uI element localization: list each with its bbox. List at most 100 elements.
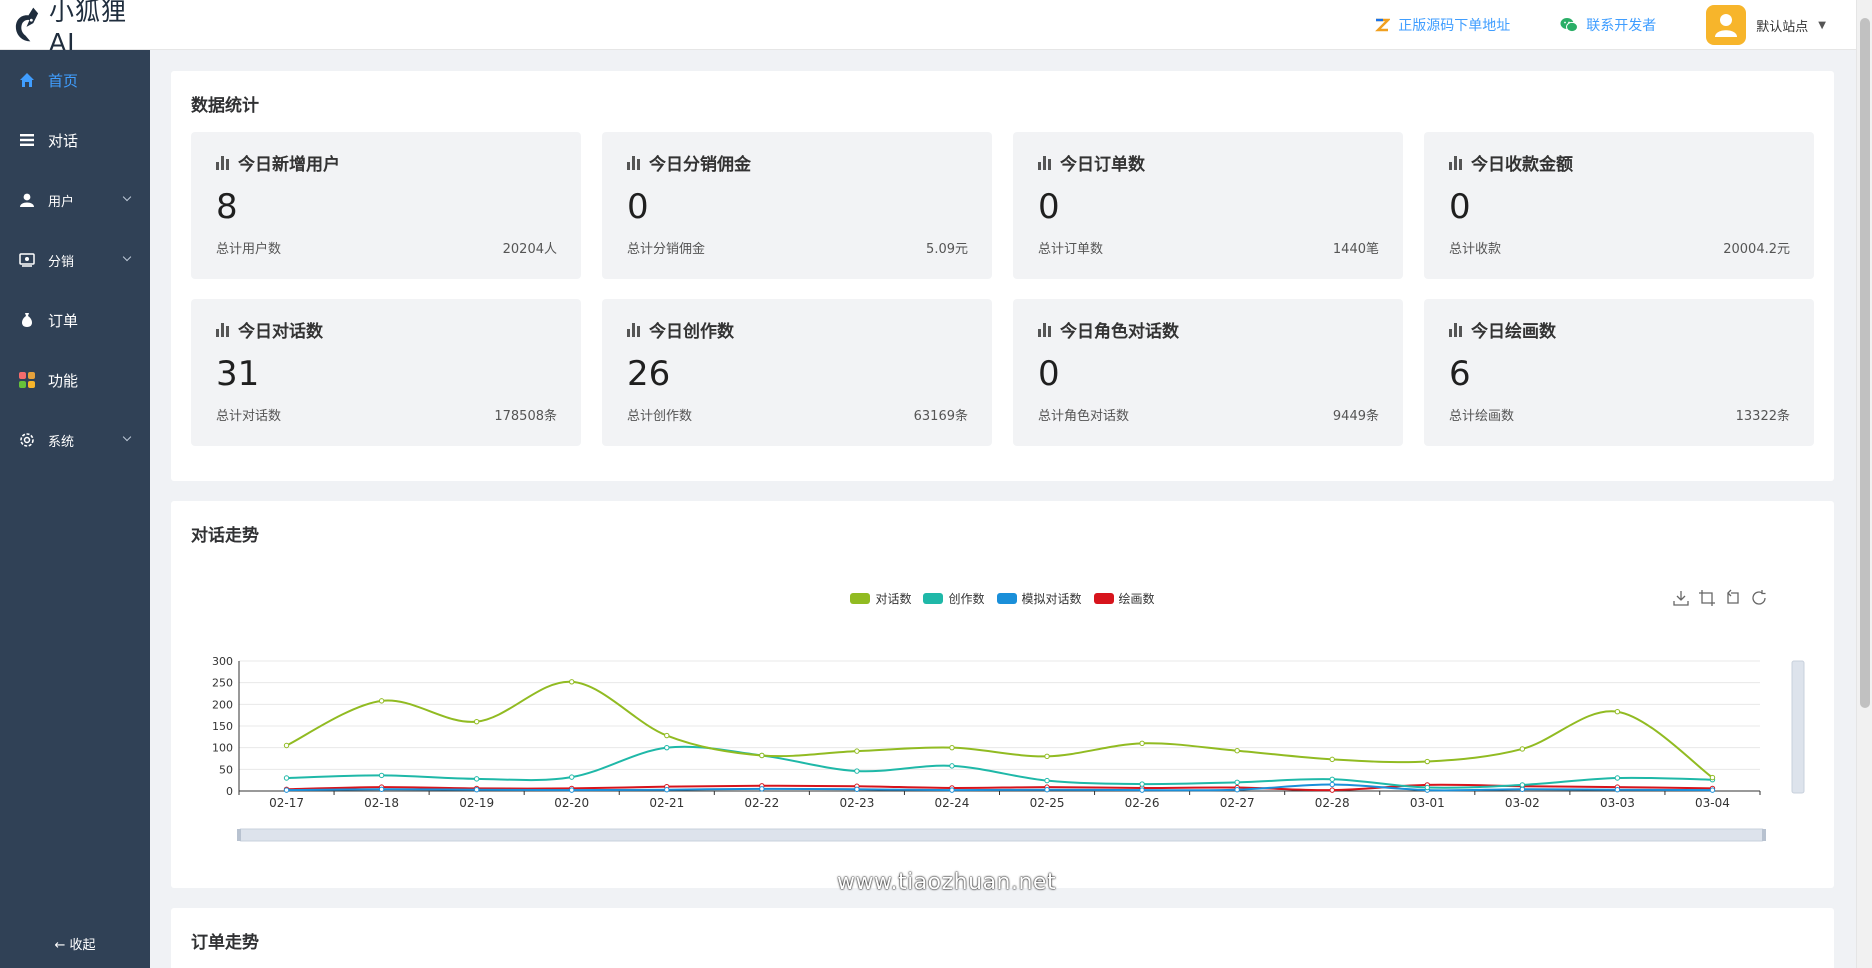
bar-chart-icon: [627, 155, 641, 170]
stat-value: 26: [627, 354, 671, 394]
stat-foot-label: 总计订单数: [1038, 242, 1104, 257]
data-point: [473, 718, 480, 725]
legend-item[interactable]: 绘画数: [1093, 590, 1155, 607]
sidebar-item-system[interactable]: 系统: [0, 410, 150, 470]
contact-developer-link[interactable]: 联系开发者: [1560, 15, 1656, 35]
buy-source-link[interactable]: 正版源码下单地址: [1374, 15, 1510, 35]
legend-swatch: [923, 593, 944, 604]
bar-chart-icon: [627, 322, 641, 337]
data-point: [664, 744, 670, 751]
stat-foot-label: 总计用户数: [216, 242, 282, 257]
stat-foot-label: 总计角色对话数: [1038, 409, 1130, 424]
x-tick-label: 03-01: [1410, 796, 1445, 810]
x-tick-label: 02-23: [839, 796, 874, 810]
legend-item[interactable]: 模拟对话数: [996, 590, 1082, 607]
stats-card: 数据统计 今日新增用户 8 总计用户数 20204人 今日分销佣金 0 总计分销佣…: [171, 71, 1834, 481]
collapse-sidebar-button[interactable]: ← 收起: [0, 928, 150, 958]
data-point: [1614, 775, 1621, 781]
stat-foot-value: 20204人: [502, 242, 557, 257]
x-tick-label: 02-27: [1220, 796, 1255, 810]
refresh-icon[interactable]: [1750, 589, 1768, 607]
scrollbar-thumb[interactable]: [1860, 18, 1870, 708]
data-point: [1329, 776, 1335, 782]
y-tick-label: 200: [212, 698, 233, 711]
x-tick-label: 02-28: [1315, 796, 1350, 810]
legend-swatch: [996, 593, 1017, 604]
stat-title: 今日对话数: [238, 322, 323, 342]
datazoom-handle-left: [237, 829, 241, 841]
data-point: [664, 732, 670, 739]
bar-chart-icon: [216, 155, 230, 170]
zoom-reset-icon[interactable]: [1724, 589, 1742, 607]
datazoom-vertical-slider: [1791, 660, 1805, 794]
sidebar-item-orders[interactable]: 订单: [0, 290, 150, 350]
legend-label: 创作数: [948, 592, 985, 606]
site-user-dropdown[interactable]: 默认站点 ▼: [1706, 5, 1826, 45]
y-tick-label: 250: [212, 677, 233, 690]
data-point: [759, 752, 765, 759]
legend-item[interactable]: 创作数: [923, 590, 985, 607]
x-tick-label: 03-03: [1600, 796, 1635, 810]
sidebar-item-users[interactable]: 用户: [0, 170, 150, 230]
chevron-down-icon: [122, 432, 132, 442]
chevron-down-icon: [122, 252, 132, 262]
stat-foot-label: 总计收款: [1449, 242, 1502, 257]
stat-value: 31: [216, 354, 260, 394]
data-point: [759, 786, 765, 792]
legend-label: 模拟对话数: [1021, 592, 1082, 606]
stat-value: 8: [216, 187, 238, 227]
sidebar-item-features[interactable]: 功能: [0, 350, 150, 410]
download-icon[interactable]: [1672, 589, 1690, 607]
brand-logo[interactable]: 小狐狸AI: [0, 0, 150, 57]
sidebar-item-chat[interactable]: 对话: [0, 110, 150, 170]
stat-title: 今日订单数: [1060, 155, 1145, 175]
data-point: [1044, 787, 1050, 793]
sidebar-item-label: 系统: [48, 434, 75, 450]
legend-item[interactable]: 对话数: [850, 590, 911, 607]
legend-label: 对话数: [875, 592, 912, 606]
sidebar-item-label: 分销: [48, 254, 75, 270]
zoom-select-icon[interactable]: [1698, 589, 1716, 607]
legend-swatch: [850, 593, 871, 604]
page-scrollbar[interactable]: [1856, 0, 1872, 968]
data-point: [1519, 746, 1526, 752]
data-point: [1519, 782, 1526, 788]
y-tick-label: 100: [212, 742, 233, 755]
datazoom-handle-right: [1762, 829, 1766, 841]
datazoom-slider: [238, 828, 1765, 842]
stat-foot-value: 178508条: [494, 409, 557, 424]
sidebar-item-home[interactable]: 首页: [0, 50, 150, 110]
sidebar-item-distribution[interactable]: 分销: [0, 230, 150, 290]
data-point: [949, 787, 955, 793]
stat-value: 0: [1038, 187, 1060, 227]
x-tick-label: 02-19: [459, 796, 494, 810]
data-point: [1614, 787, 1621, 793]
stat-foot-value: 13322条: [1735, 409, 1790, 424]
stat-card-role-chats: 今日角色对话数 0 总计角色对话数 9449条: [1013, 299, 1403, 446]
bar-chart-icon: [1449, 155, 1463, 170]
y-tick-label: 0: [226, 785, 233, 798]
stat-card-chats: 今日对话数 31 总计对话数 178508条: [191, 299, 581, 446]
stat-title: 今日分销佣金: [649, 155, 751, 175]
chat-trend-card: 对话走势 对话数 创作数 模拟对话数 绘画数 0 50 100 150 200 250 300 02…: [171, 501, 1834, 888]
chart-toolbox: [1672, 589, 1768, 607]
sidebar-item-label: 功能: [48, 371, 79, 390]
order-trend-card: 订单走势: [171, 908, 1834, 968]
data-point: [1139, 781, 1145, 787]
sidebar: 首页 对话 用户 分销 订单 功能 系统: [0, 50, 150, 968]
bar-chart-icon: [1038, 322, 1052, 337]
series-line: [286, 783, 1713, 792]
stat-foot-value: 9449条: [1332, 409, 1379, 424]
home-icon: [18, 71, 36, 89]
data-point: [473, 776, 480, 782]
watermark-text: www.tiaozhuan.net: [837, 870, 1057, 895]
x-tick-label: 02-25: [1030, 796, 1065, 810]
data-point: [1044, 777, 1050, 784]
fox-logo-icon: [15, 7, 39, 41]
caret-down-icon: ▼: [1818, 19, 1826, 31]
contact-developer-label: 联系开发者: [1586, 18, 1657, 34]
data-point: [283, 742, 290, 749]
stat-foot-value: 63169条: [913, 409, 968, 424]
legend-label: 绘画数: [1118, 592, 1155, 606]
bar-chart-icon: [1038, 155, 1052, 170]
